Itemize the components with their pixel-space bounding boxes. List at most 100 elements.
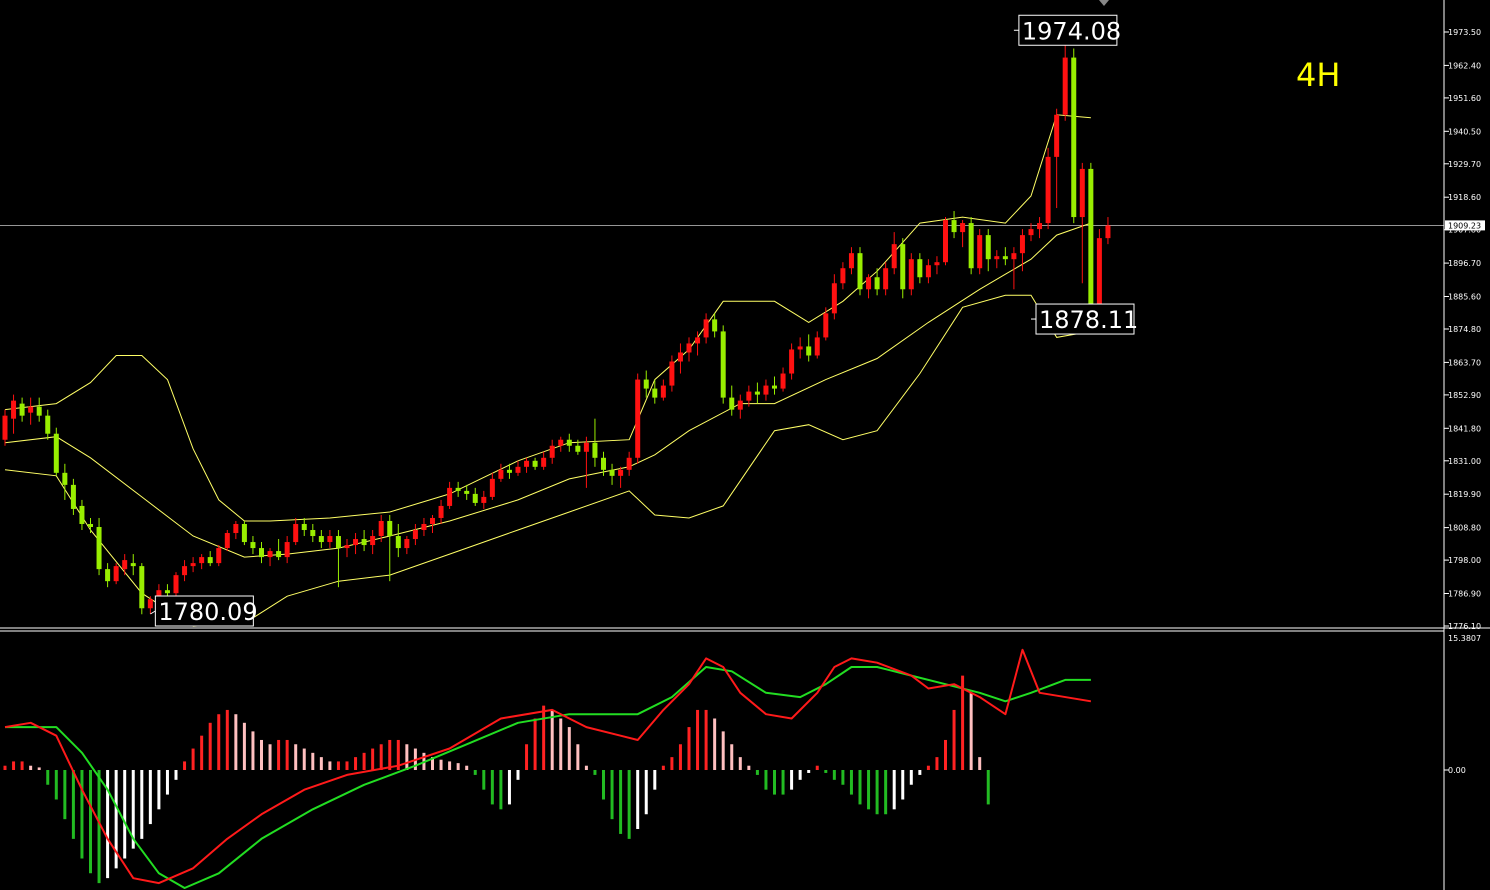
candle: [1071, 48, 1077, 224]
candle: [1096, 229, 1102, 314]
candle-body: [498, 469, 504, 479]
candle: [438, 499, 444, 524]
candle: [720, 325, 726, 404]
price-tick-label: 1798.00: [1448, 556, 1481, 565]
candle-body: [370, 536, 376, 546]
candle: [1088, 162, 1094, 320]
candle-body: [541, 457, 547, 467]
candle: [122, 554, 128, 576]
price-annotation: 1780.09: [150, 595, 258, 627]
candle: [917, 253, 923, 284]
candle: [848, 247, 854, 275]
candle: [754, 382, 760, 404]
candle-body: [583, 442, 589, 452]
candle-body: [831, 283, 837, 314]
price-tick-label: 1885.60: [1448, 293, 1481, 302]
candle-body: [515, 466, 521, 473]
candle: [1054, 108, 1060, 209]
candle-body: [464, 490, 470, 494]
candle: [421, 517, 427, 537]
price-tick-label: 1962.40: [1448, 61, 1481, 70]
scroll-marker-icon[interactable]: [1099, 0, 1109, 6]
candle-body: [763, 385, 769, 395]
candle: [481, 490, 487, 509]
candle: [823, 307, 829, 341]
price-tick-label: 1929.70: [1448, 160, 1481, 169]
candle: [113, 563, 119, 585]
candle: [224, 530, 230, 552]
candle-body: [840, 268, 846, 284]
candle-body: [147, 599, 153, 609]
price-tick-label: 1776.10: [1448, 622, 1481, 631]
candle-body: [814, 337, 820, 356]
candle: [344, 539, 350, 558]
candle: [626, 451, 632, 476]
candle-body: [1088, 168, 1094, 308]
candle-body: [241, 523, 247, 543]
candle-body: [669, 361, 675, 386]
candle: [660, 379, 666, 401]
candle: [549, 439, 555, 464]
candle-body: [772, 385, 777, 389]
price-panel[interactable]: [0, 32, 1444, 627]
candle: [883, 262, 889, 296]
candle: [575, 439, 581, 455]
candle: [498, 463, 504, 482]
candle: [652, 379, 658, 404]
candle: [1045, 147, 1051, 230]
candle-body: [823, 313, 829, 338]
candle-body: [139, 566, 145, 609]
candle: [472, 487, 478, 506]
candle-body: [1002, 256, 1008, 260]
candle-body: [276, 551, 282, 558]
candle-body: [703, 319, 709, 338]
candle-body: [908, 259, 914, 290]
candle: [284, 536, 290, 564]
candle: [318, 530, 324, 549]
candle-body: [677, 352, 683, 362]
candle-body: [524, 460, 530, 467]
price-tick-label: 1973.50: [1448, 28, 1481, 37]
candle: [310, 523, 316, 543]
candle: [430, 514, 435, 534]
candle-body: [566, 439, 572, 446]
candle: [806, 334, 812, 362]
candle-body: [549, 445, 555, 458]
price-tick-label: 1831.00: [1448, 457, 1481, 466]
candle-body: [53, 433, 59, 473]
candle-body: [601, 457, 606, 470]
candle: [301, 517, 307, 537]
candle-body: [686, 343, 692, 353]
macd-tick-label: 15.3807: [1448, 634, 1481, 643]
candle-body: [506, 469, 512, 473]
candle-body: [643, 379, 649, 389]
candle-body: [395, 536, 401, 549]
candle: [746, 385, 752, 407]
candle: [361, 530, 367, 552]
candle-body: [866, 277, 872, 290]
candle-body: [430, 517, 435, 524]
candle-body: [28, 406, 34, 413]
macd-panel[interactable]: [3, 648, 1092, 889]
candle: [1011, 247, 1017, 290]
candle-body: [45, 415, 51, 434]
candle: [857, 247, 863, 296]
candle: [695, 331, 701, 356]
annotation-label: 1780.09: [158, 598, 257, 626]
candle-body: [447, 487, 453, 506]
candle-body: [207, 557, 213, 564]
candle: [139, 563, 145, 615]
candle: [618, 466, 624, 488]
price-annotation: 1878.11: [1031, 303, 1138, 335]
candle-body: [387, 520, 393, 537]
candle-body: [11, 400, 17, 419]
candle: [763, 379, 769, 401]
candle-body: [977, 235, 983, 269]
candle: [1062, 32, 1068, 121]
candle-body: [558, 439, 564, 446]
macd-main-line: [4, 648, 1092, 885]
candle: [293, 517, 299, 546]
candle: [729, 385, 735, 416]
